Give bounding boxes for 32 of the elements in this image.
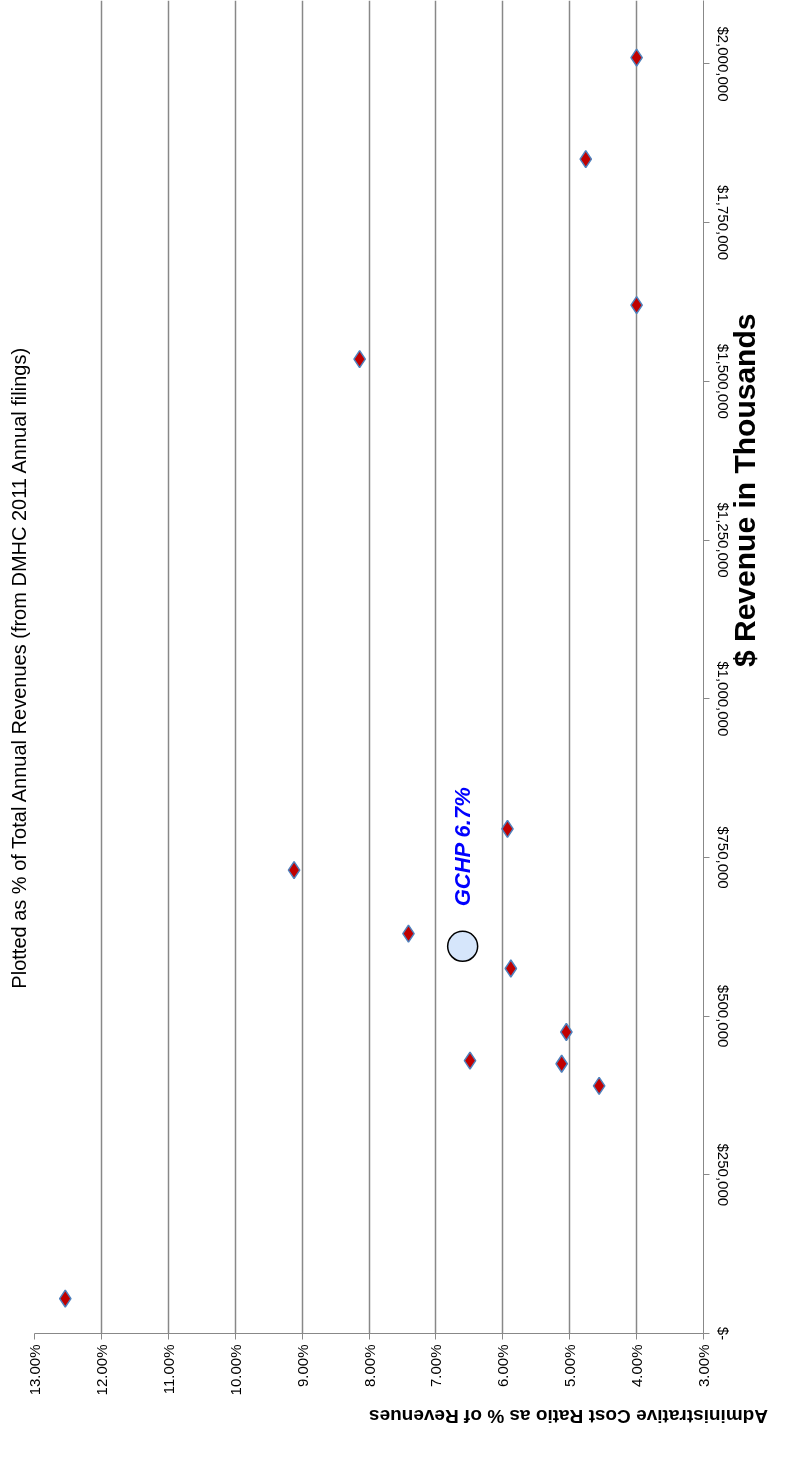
point (504, 959, 518, 978)
x-tick-label: 4.00% (628, 1344, 646, 1388)
y-tick-label: $750,000 (714, 826, 732, 889)
point (559, 1022, 573, 1042)
y-tick-label: $- (714, 1326, 732, 1341)
x-tick-label: 10.00% (226, 1344, 244, 1396)
point (579, 149, 593, 169)
text: Plotted as % of Total Annual Revenues (from DMHC 2011 Annual filings) (7, 347, 30, 989)
point (58, 1289, 72, 1308)
y-tick-label: $250,000 (714, 1143, 732, 1207)
point (592, 1076, 606, 1096)
x-axis-title: Administrative Cost Ratio as % of Revenues (368, 1405, 769, 1427)
x-tick-label: 8.00% (360, 1344, 378, 1388)
x-tick-label: 12.00% (92, 1344, 110, 1396)
text: GCHP 6.7% (450, 787, 476, 907)
point (630, 48, 644, 67)
x-tick-label: 3.00% (695, 1344, 712, 1388)
point (463, 1051, 477, 1070)
x-tick-label: 7.00% (427, 1344, 445, 1388)
point (555, 1054, 569, 1073)
x-tick-label: 9.00% (293, 1344, 311, 1388)
x-tick-label: 11.00% (159, 1344, 177, 1395)
x-tick-label: 5.00% (561, 1344, 579, 1388)
y-tick-label: $2,000,000 (714, 26, 732, 102)
point (287, 860, 301, 880)
x-tick-label: 13.00% (26, 1344, 43, 1396)
point (630, 295, 644, 315)
point (353, 349, 367, 369)
y-tick-label: $1,750,000 (714, 185, 732, 261)
point (446, 930, 479, 963)
x-tick-label: 6.00% (494, 1344, 512, 1388)
y-tick-label: $500,000 (714, 984, 732, 1048)
